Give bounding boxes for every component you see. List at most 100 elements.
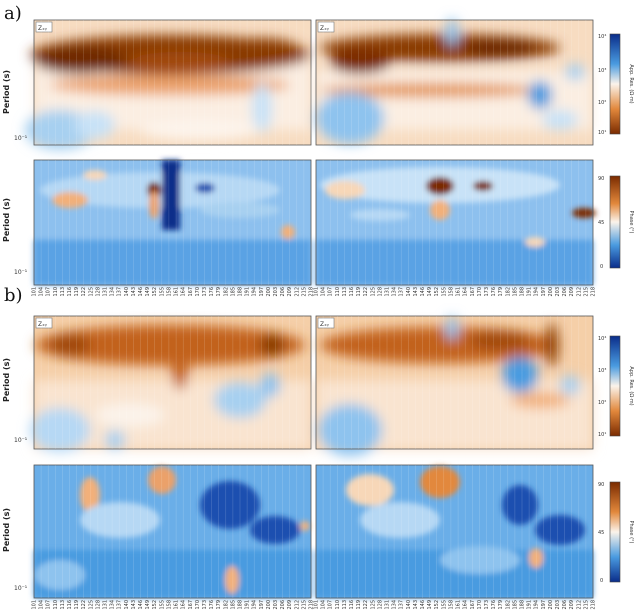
station-tick-label: 104 [39, 287, 45, 297]
station-tick-label: 122 [81, 600, 87, 610]
station-tick-label: 125 [370, 600, 376, 610]
station-tick-label: 137 [399, 600, 405, 610]
station-tick-label: 149 [145, 287, 151, 297]
station-tick-label: 209 [569, 287, 575, 297]
station-tick-label: 194 [534, 600, 540, 610]
colorbar-a-phase-tick-2: 0 [600, 264, 603, 270]
station-ticks-a: 101 104 107 110 113 116 119 122 125 128 131 134 137 1… [32, 287, 597, 297]
station-tick-label: 185 [512, 600, 518, 610]
station-tick-label: 179 [498, 600, 504, 610]
station-tick-label: 188 [238, 287, 244, 297]
station-tick-label: 131 [385, 287, 391, 297]
station-tick-label: 149 [145, 600, 151, 610]
station-tick-label: 212 [294, 600, 300, 610]
station-tick-label: 122 [363, 600, 369, 610]
colorbar-b-res-tick-3: 10¹ [598, 432, 606, 438]
colorbar-b-phase-tick-2: 0 [600, 578, 603, 584]
station-tick-label: 158 [448, 600, 454, 610]
station-tick-label: 107 [328, 287, 334, 297]
station-tick-label: 161 [456, 600, 462, 610]
station-tick-label: 107 [46, 287, 52, 297]
station-tick-label: 170 [195, 600, 201, 610]
station-tick-label: 212 [294, 287, 300, 297]
ytick-b-phase: 10⁻¹ [14, 585, 28, 592]
station-tick-label: 206 [562, 287, 568, 297]
station-tick-label: 176 [209, 287, 215, 297]
station-tick-label: 200 [266, 287, 272, 297]
station-tick-label: 173 [202, 287, 208, 297]
panel-b-phase-right [315, 464, 594, 599]
station-tick-label: 179 [216, 600, 222, 610]
station-tick-label: 134 [110, 600, 116, 610]
station-tick-label: 104 [321, 600, 327, 610]
station-tick-label: 158 [448, 287, 454, 297]
panel-a-phase-left [33, 159, 312, 286]
colorbar-b-res-tick-1: 10³ [598, 368, 606, 374]
station-tick-label: 146 [420, 287, 426, 297]
station-tick-label: 116 [67, 287, 73, 297]
station-tick-label: 155 [159, 600, 165, 610]
station-tick-label: 143 [131, 600, 137, 610]
station-tick-label: 146 [138, 287, 144, 297]
station-tick-label: 134 [110, 287, 116, 297]
colorbar-b-res-tick-0: 10⁴ [598, 336, 606, 342]
station-tick-label: 158 [166, 287, 172, 297]
station-tick-label: 167 [188, 287, 194, 297]
station-tick-label: 149 [427, 287, 433, 297]
station-tick-label: 209 [569, 600, 575, 610]
station-tick-label: 110 [335, 600, 341, 610]
station-tick-label: 101 [32, 287, 38, 297]
station-tick-label: 176 [209, 600, 215, 610]
station-tick-label: 197 [259, 287, 265, 297]
station-tick-label: 194 [252, 600, 258, 610]
station-tick-label: 206 [280, 600, 286, 610]
station-ticks-b: 101 104 107 110 113 116 119 122 125 128 131 134 137 1… [32, 600, 597, 610]
station-tick-label: 119 [74, 600, 80, 610]
station-tick-label: 134 [392, 287, 398, 297]
station-tick-label: 191 [527, 600, 533, 610]
station-tick-label: 206 [562, 600, 568, 610]
station-tick-label: 173 [484, 287, 490, 297]
station-tick-label: 101 [314, 287, 320, 297]
panel-b-res-right: Zₓᵧ [315, 315, 594, 456]
station-tick-label: 119 [356, 287, 362, 297]
station-tick-label: 140 [406, 600, 412, 610]
station-tick-label: 128 [95, 600, 101, 610]
station-tick-label: 131 [103, 287, 109, 297]
legend-text-a-right: Zₓᵧ [320, 25, 330, 32]
station-tick-label: 170 [477, 287, 483, 297]
station-tick-label: 113 [60, 287, 66, 297]
colorbar-a-res-tick-0: 10⁴ [598, 34, 606, 40]
legend-text-b-left: Zₓᵧ [38, 321, 48, 328]
station-tick-label: 173 [484, 600, 490, 610]
colorbar-b-res-label: App. Res. (Ω·m) [628, 366, 634, 405]
station-tick-label: 155 [441, 287, 447, 297]
station-tick-label: 134 [392, 600, 398, 610]
colorbar-b-res: 10⁴ 10³ 10² 10¹ App. Res. (Ω·m) [598, 335, 634, 438]
station-tick-label: 161 [174, 287, 180, 297]
station-tick-label: 131 [385, 600, 391, 610]
station-tick-label: 182 [223, 600, 229, 610]
station-tick-label: 203 [273, 600, 279, 610]
ylabel-a-res: Period (s) [2, 70, 11, 114]
station-tick-label: 218 [591, 287, 597, 297]
station-tick-label: 194 [534, 287, 540, 297]
station-tick-label: 218 [309, 287, 315, 297]
colorbar-b-res-tick-2: 10² [598, 400, 606, 406]
station-tick-label: 167 [470, 287, 476, 297]
colorbar-a-phase-tick-0: 90 [598, 176, 604, 182]
station-tick-label: 125 [88, 600, 94, 610]
station-tick-label: 188 [520, 600, 526, 610]
station-tick-label: 101 [314, 600, 320, 610]
station-tick-label: 137 [117, 287, 123, 297]
colorbar-a-res-tick-1: 10³ [598, 68, 606, 74]
colorbar-b-phase-tick-1: 45 [598, 530, 604, 536]
station-tick-label: 200 [266, 600, 272, 610]
legend-text-a-left: Zₓᵧ [38, 25, 48, 32]
station-tick-label: 110 [335, 287, 341, 297]
ylabel-a-phase: Period (s) [2, 198, 11, 242]
station-tick-label: 203 [555, 600, 561, 610]
station-tick-label: 191 [245, 600, 251, 610]
station-tick-label: 215 [301, 287, 307, 297]
